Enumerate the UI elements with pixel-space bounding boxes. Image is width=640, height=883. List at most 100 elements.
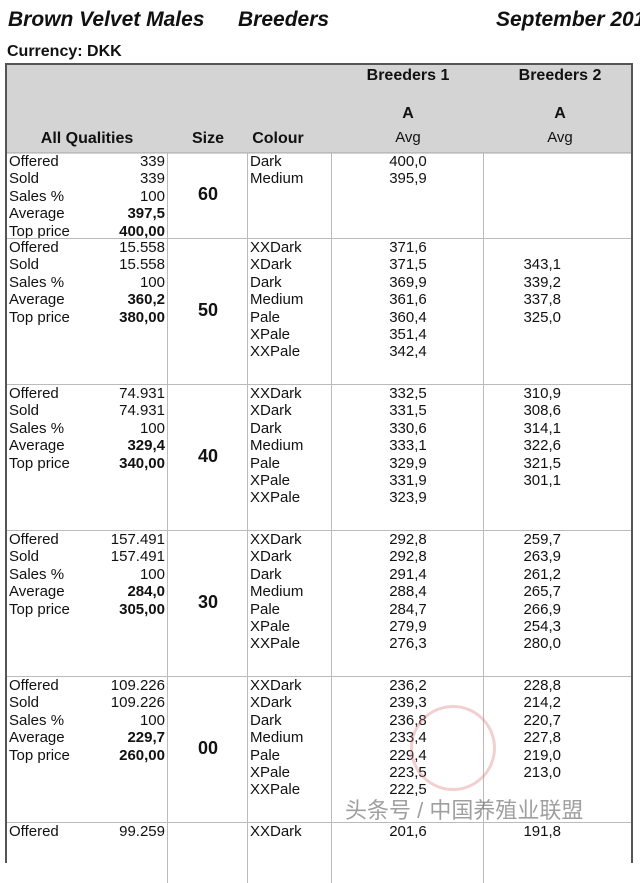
stat-value: 260,00 bbox=[119, 746, 165, 764]
stat-row: Sold 109.226 bbox=[9, 694, 165, 711]
stat-value: 339 bbox=[139, 153, 165, 170]
size-value: 60 bbox=[197, 184, 219, 204]
breeders2-value: 266,9 bbox=[523, 600, 561, 618]
stat-label: Sold bbox=[9, 170, 40, 188]
stat-label: Sold bbox=[9, 256, 40, 274]
breeders1-value: 284,7 bbox=[389, 600, 427, 618]
breeders2-value: 261,2 bbox=[523, 565, 561, 583]
breeders2-value: 227,8 bbox=[523, 729, 561, 747]
stat-value: 339 bbox=[139, 170, 165, 188]
breeders2-value: 314,1 bbox=[523, 419, 561, 437]
column-divider bbox=[247, 239, 248, 385]
size-block: Offered 109.226 Sold 109.226 Sales % 100 Avera… bbox=[7, 676, 631, 823]
size-value: 40 bbox=[197, 446, 219, 466]
stat-row: Top price 340,00 bbox=[9, 455, 165, 472]
breeders2-value: 325,0 bbox=[523, 308, 561, 326]
stat-row: Top price 400,00 bbox=[9, 223, 165, 240]
size-block: Offered 157.491 Sold 157.491 Sales % 100 Avera… bbox=[7, 530, 631, 677]
colour-item: XXPale bbox=[250, 781, 301, 799]
colour-item: Dark bbox=[250, 153, 282, 170]
column-divider bbox=[167, 239, 168, 385]
stat-label: Top price bbox=[9, 746, 70, 764]
stat-row: Average 229,7 bbox=[9, 729, 165, 746]
header-breeders1: Breeders 1 bbox=[366, 67, 450, 84]
size-value: 30 bbox=[197, 592, 219, 612]
breeders2-value: 339,2 bbox=[523, 273, 561, 291]
stat-value: 100 bbox=[139, 273, 165, 291]
colour-item: Pale bbox=[250, 308, 281, 326]
breeders1-values: 371,6 371,5 369,9 361,6 360,4 351,4 342,4 bbox=[332, 239, 484, 361]
breeders2-value: 322,6 bbox=[523, 437, 561, 455]
colour-item: Medium bbox=[250, 729, 304, 747]
colour-item: XXDark bbox=[250, 531, 302, 548]
report-category: Breeders bbox=[238, 8, 330, 31]
size-value: 00 bbox=[197, 738, 219, 758]
size-block: Offered 15.558 Sold 15.558 Sales % 100 Average… bbox=[7, 238, 631, 385]
stat-row: Offered 339 bbox=[9, 153, 165, 170]
colour-list: XXDark XDark Dark Medium Pale XPale XXPale bbox=[250, 385, 330, 507]
breeders1-value: 332,5 bbox=[389, 385, 427, 402]
breeders1-value: 329,9 bbox=[389, 454, 427, 472]
stat-label: Sales % bbox=[9, 419, 65, 437]
breeders1-value: 236,2 bbox=[389, 677, 427, 694]
stat-row: Sold 74.931 bbox=[9, 402, 165, 419]
quality-stats: Offered 74.931 Sold 74.931 Sales % 100 Average… bbox=[9, 385, 165, 472]
breeders1-value: 288,4 bbox=[389, 583, 427, 601]
breeders1-value: 400,0 bbox=[389, 153, 427, 170]
quality-stats: Offered 339 Sold 339 Sales % 100 Average 397,5 T… bbox=[9, 153, 165, 240]
column-divider bbox=[483, 239, 484, 385]
breeders2-value: 254,3 bbox=[523, 618, 561, 636]
stat-value: 157.491 bbox=[110, 531, 165, 548]
colour-item: Medium bbox=[250, 291, 304, 309]
colour-item: XXPale bbox=[250, 635, 301, 653]
breeders2-value: 220,7 bbox=[523, 711, 561, 729]
breeders1-values: 201,6 bbox=[332, 823, 484, 840]
breeders2-value: 263,9 bbox=[523, 548, 561, 566]
stat-value: 100 bbox=[139, 565, 165, 583]
stat-value: 380,00 bbox=[119, 308, 165, 326]
stat-label: Sales % bbox=[9, 565, 65, 583]
column-divider bbox=[331, 239, 332, 385]
stat-value: 305,00 bbox=[119, 600, 165, 618]
breeders2-values: 191,8 bbox=[484, 823, 636, 840]
colour-list: XXDark bbox=[250, 823, 330, 840]
stat-value: 284,0 bbox=[127, 583, 165, 601]
colour-item: Dark bbox=[250, 273, 282, 291]
breeders2-value: 321,5 bbox=[523, 454, 561, 472]
stat-row: Sales % 100 bbox=[9, 712, 165, 729]
colour-item: XPale bbox=[250, 618, 291, 636]
results-table: All Qualities Size Colour Breeders 1 A A… bbox=[5, 63, 636, 883]
stat-row: Top price 260,00 bbox=[9, 747, 165, 764]
colour-item: XDark bbox=[250, 548, 292, 566]
stat-label: Average bbox=[9, 729, 65, 747]
breeders2-value bbox=[484, 781, 561, 798]
colour-item: XPale bbox=[250, 472, 291, 490]
stat-row: Average 284,0 bbox=[9, 583, 165, 600]
colour-item: Dark bbox=[250, 419, 282, 437]
stat-label: Top price bbox=[9, 454, 70, 472]
stat-value: 15.558 bbox=[119, 256, 165, 274]
stat-value: 74.931 bbox=[119, 402, 165, 420]
breeders1-value: 222,5 bbox=[389, 781, 427, 799]
header-breeders2: Breeders 2 bbox=[518, 67, 602, 84]
colour-item: Dark bbox=[250, 711, 282, 729]
breeders1-value: 291,4 bbox=[389, 565, 427, 583]
colour-item: XXDark bbox=[250, 239, 302, 256]
stat-row: Sales % 100 bbox=[9, 274, 165, 291]
header-size: Size bbox=[191, 130, 224, 147]
stat-label: Average bbox=[9, 437, 65, 455]
breeders2-values: 310,9 308,6 314,1 322,6 321,5 301,1 bbox=[484, 385, 636, 507]
size-block: Offered 74.931 Sold 74.931 Sales % 100 Average… bbox=[7, 384, 631, 531]
breeders2-value: 301,1 bbox=[523, 472, 561, 490]
breeders2-value: 259,7 bbox=[523, 531, 561, 548]
stat-value: 157.491 bbox=[110, 548, 165, 566]
stat-label: Average bbox=[9, 205, 65, 223]
stat-value: 360,2 bbox=[127, 291, 165, 309]
breeders1-value: 279,9 bbox=[389, 618, 427, 636]
currency-label: Currency: DKK bbox=[7, 43, 122, 60]
colour-item: Dark bbox=[250, 565, 282, 583]
breeders1-value: 330,6 bbox=[389, 419, 427, 437]
breeders2-values: 259,7 263,9 261,2 265,7 266,9 254,3 280,0 bbox=[484, 531, 636, 653]
column-divider bbox=[167, 153, 168, 239]
stat-label: Top price bbox=[9, 308, 70, 326]
